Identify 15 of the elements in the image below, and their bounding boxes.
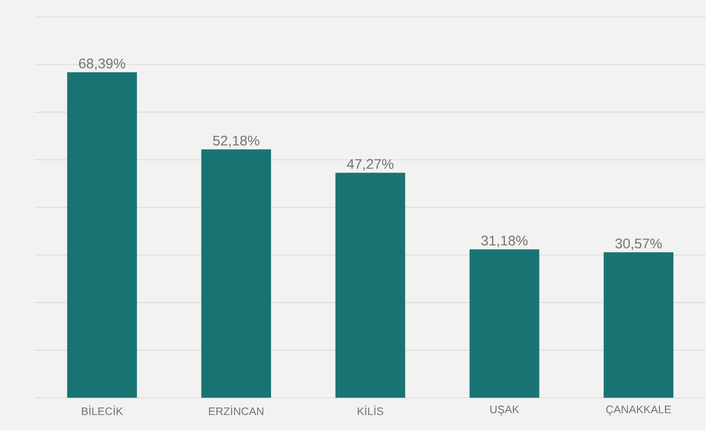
x-tick-label: ERZİNCAN [209, 406, 264, 416]
bar [335, 172, 406, 398]
data-label: 52,18% [213, 136, 260, 148]
bar [604, 252, 674, 398]
bar [470, 249, 540, 398]
x-tick-label: BİLECİK [82, 406, 123, 416]
bar [67, 72, 137, 398]
bar [201, 150, 272, 398]
data-label: 68,39% [79, 58, 126, 70]
x-tick-label: KİLİS [358, 406, 384, 416]
x-tick-label: ÇANAKKALE [606, 406, 671, 416]
data-label: 31,18% [481, 236, 528, 248]
data-label: 47,27% [346, 159, 394, 171]
x-tick-label: UŞAK [490, 406, 520, 416]
data-label: 30,57% [615, 238, 662, 250]
